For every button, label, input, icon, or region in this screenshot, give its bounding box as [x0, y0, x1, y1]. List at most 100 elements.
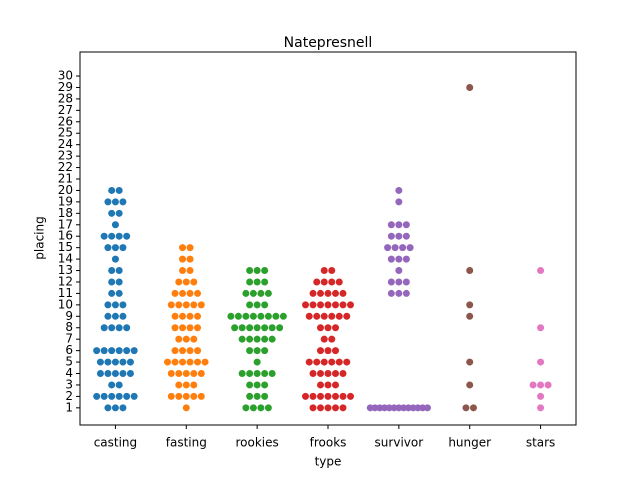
swarm-point: [309, 404, 317, 412]
swarm-point: [309, 392, 317, 400]
swarm-point: [332, 347, 339, 355]
swarm-point: [529, 381, 537, 389]
swarm-point: [186, 347, 194, 355]
swarm-point: [175, 335, 183, 343]
swarm-point: [469, 404, 477, 412]
swarm-point: [261, 381, 269, 389]
swarm-point: [108, 381, 116, 389]
y-tick-label: 3: [65, 377, 73, 391]
swarm-point: [123, 392, 131, 400]
swarm-point: [332, 404, 339, 412]
swarm-point: [317, 370, 324, 378]
swarm-point: [253, 267, 261, 275]
swarm-point: [305, 358, 313, 366]
swarm-point: [395, 198, 403, 206]
swarm-point: [343, 312, 351, 320]
swarm-point: [320, 358, 328, 366]
swarm-point: [317, 381, 324, 389]
swarm-point: [264, 404, 272, 412]
swarm-point: [246, 381, 254, 389]
swarm-point: [242, 404, 250, 412]
swarm-point: [115, 186, 123, 194]
swarm-point: [115, 267, 123, 275]
swarm-point: [238, 324, 246, 332]
y-tick-label: 27: [58, 103, 73, 117]
y-tick-label: 10: [58, 297, 73, 311]
swarm-point: [339, 301, 347, 309]
swarm-point: [190, 301, 198, 309]
y-tick-label: 26: [58, 114, 73, 128]
swarm-point: [264, 312, 272, 320]
swarm-point: [305, 312, 313, 320]
swarm-point: [332, 370, 339, 378]
swarm-point: [253, 381, 261, 389]
swarm-point: [261, 324, 269, 332]
swarm-point: [96, 370, 104, 378]
swarm-point: [253, 335, 261, 343]
swarm-point: [175, 381, 183, 389]
swarm-point: [119, 301, 127, 309]
x-tick-label: rookies: [236, 436, 279, 450]
swarm-point: [387, 232, 395, 240]
swarm-point: [399, 244, 407, 252]
swarm-point: [261, 392, 269, 400]
swarm-point: [332, 392, 339, 400]
swarm-point: [171, 289, 179, 297]
swarm-point: [108, 278, 116, 286]
swarm-point: [238, 370, 246, 378]
swarm-point: [302, 301, 309, 309]
swarm-point: [466, 301, 474, 309]
swarm-point: [335, 312, 343, 320]
swarm-point: [93, 392, 101, 400]
swarm-point: [182, 381, 190, 389]
swarm-point: [324, 392, 332, 400]
y-tick-label: 1: [65, 400, 73, 414]
swarm-point: [182, 301, 190, 309]
swarm-point: [186, 312, 194, 320]
swarm-point: [119, 198, 127, 206]
swarm-point: [111, 221, 119, 229]
swarm-point: [309, 301, 317, 309]
swarm-point: [93, 347, 101, 355]
swarm-point: [123, 324, 131, 332]
swarm-point: [242, 289, 250, 297]
swarm-point: [253, 358, 261, 366]
swarm-point: [466, 381, 474, 389]
swarm-point: [126, 370, 134, 378]
swarm-point: [466, 83, 474, 91]
swarm-point: [100, 232, 108, 240]
y-tick-label: 4: [65, 366, 73, 380]
swarm-point: [328, 335, 336, 343]
swarm-point: [186, 267, 194, 275]
swarm-point: [423, 404, 431, 412]
swarm-point: [246, 370, 254, 378]
swarm-point: [406, 244, 414, 252]
swarm-point: [227, 312, 235, 320]
swarm-point: [104, 312, 112, 320]
swarm-point: [317, 324, 324, 332]
swarm-point: [395, 267, 403, 275]
swarm-point: [309, 289, 317, 297]
swarm-point: [320, 312, 328, 320]
swarm-point: [108, 232, 116, 240]
y-tick-label: 7: [65, 332, 73, 346]
swarm-point: [231, 324, 239, 332]
y-tick-label: 17: [58, 217, 73, 231]
swarm-point: [104, 404, 112, 412]
swarm-point: [186, 255, 194, 263]
swarm-point: [115, 278, 123, 286]
swarm-point: [261, 335, 269, 343]
swarm-point: [253, 278, 261, 286]
swarm-point: [119, 312, 127, 320]
swarm-point: [175, 301, 183, 309]
x-tick-label: frooks: [310, 436, 347, 450]
swarm-point: [96, 358, 104, 366]
swarm-point: [104, 301, 112, 309]
swarm-point: [171, 324, 179, 332]
swarm-point: [537, 381, 545, 389]
swarm-point: [253, 347, 261, 355]
swarm-point: [123, 232, 131, 240]
swarm-point: [108, 186, 116, 194]
y-tick-label: 30: [58, 69, 73, 83]
